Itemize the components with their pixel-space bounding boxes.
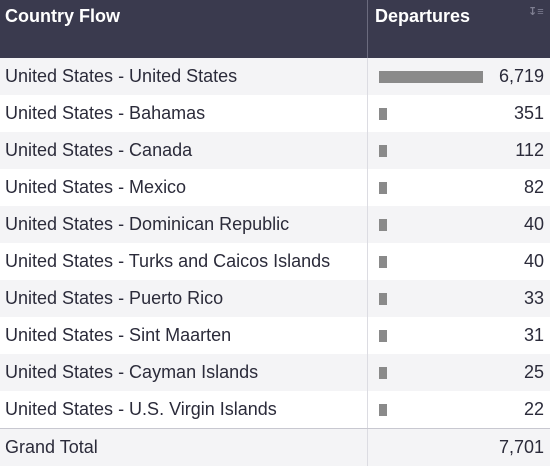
- row-departures-cell: 40: [368, 206, 550, 243]
- departures-bar: [379, 70, 483, 83]
- bar-track: [379, 107, 483, 120]
- row-label: United States - U.S. Virgin Islands: [0, 391, 368, 428]
- table-row[interactable]: United States - Canada 112: [0, 132, 550, 169]
- grand-total-row: Grand Total 7,701: [0, 428, 550, 466]
- row-departures-cell: 82: [368, 169, 550, 206]
- row-departures-cell: 112: [368, 132, 550, 169]
- departures-bar: [379, 403, 387, 416]
- row-value: 33: [523, 288, 544, 308]
- row-label: United States - Cayman Islands: [0, 354, 368, 391]
- row-departures-cell: 6,719: [368, 58, 550, 95]
- row-value: 82: [523, 177, 544, 197]
- row-value: 22: [523, 399, 544, 419]
- row-departures-cell: 31: [368, 317, 550, 354]
- row-value: 25: [523, 362, 544, 382]
- departures-bar: [379, 292, 387, 305]
- bar-track: [379, 181, 483, 194]
- bar-track: [379, 144, 483, 157]
- column-header-departures[interactable]: Departures ↧≡: [368, 0, 550, 58]
- row-departures-cell: 33: [368, 280, 550, 317]
- row-label: United States - Puerto Rico: [0, 280, 368, 317]
- row-value: 40: [523, 251, 544, 271]
- departures-bar: [379, 218, 387, 231]
- row-label: United States - Canada: [0, 132, 368, 169]
- bar-track: [379, 329, 483, 342]
- row-departures-cell: 25: [368, 354, 550, 391]
- bar-track: [379, 218, 483, 231]
- bar-track: [379, 70, 483, 83]
- table-row[interactable]: United States - Turks and Caicos Islands…: [0, 243, 550, 280]
- row-value: 6,719: [498, 66, 544, 86]
- table-row[interactable]: United States - Dominican Republic 40: [0, 206, 550, 243]
- column-header-departures-label: Departures: [375, 6, 471, 26]
- row-label: United States - Bahamas: [0, 95, 368, 132]
- bar-track: [379, 255, 483, 268]
- departures-bar: [379, 181, 387, 194]
- row-departures-cell: 40: [368, 243, 550, 280]
- grand-total-value: 7,701: [498, 437, 544, 457]
- row-departures-cell: 22: [368, 391, 550, 428]
- row-label: United States - Turks and Caicos Islands: [0, 243, 368, 280]
- row-label: United States - Dominican Republic: [0, 206, 368, 243]
- row-value: 40: [523, 214, 544, 234]
- departures-bar: [379, 366, 387, 379]
- table-header: Country Flow Departures ↧≡: [0, 0, 550, 58]
- table-row[interactable]: United States - Cayman Islands 25: [0, 354, 550, 391]
- departures-bar: [379, 144, 387, 157]
- table-row[interactable]: United States - United States 6,719: [0, 58, 550, 95]
- row-label: United States - United States: [0, 58, 368, 95]
- departures-bar: [379, 107, 387, 120]
- bar-track: [379, 403, 483, 416]
- table-row[interactable]: United States - Sint Maarten 31: [0, 317, 550, 354]
- row-departures-cell: 351: [368, 95, 550, 132]
- bar-track: [379, 366, 483, 379]
- grand-total-label: Grand Total: [0, 429, 368, 466]
- table-row[interactable]: United States - Bahamas 351: [0, 95, 550, 132]
- row-value: 351: [513, 103, 544, 123]
- column-header-country-flow[interactable]: Country Flow: [0, 0, 368, 58]
- sort-descending-icon[interactable]: ↧≡: [528, 6, 544, 18]
- table-row[interactable]: United States - Puerto Rico 33: [0, 280, 550, 317]
- table-row[interactable]: United States - U.S. Virgin Islands 22: [0, 391, 550, 428]
- row-label: United States - Sint Maarten: [0, 317, 368, 354]
- departures-bar: [379, 255, 387, 268]
- table-body: United States - United States 6,719 United…: [0, 58, 550, 428]
- departures-bar: [379, 329, 387, 342]
- row-value: 112: [515, 140, 544, 160]
- row-label: United States - Mexico: [0, 169, 368, 206]
- row-value: 31: [523, 325, 544, 345]
- bar-track: [379, 292, 483, 305]
- table-row[interactable]: United States - Mexico 82: [0, 169, 550, 206]
